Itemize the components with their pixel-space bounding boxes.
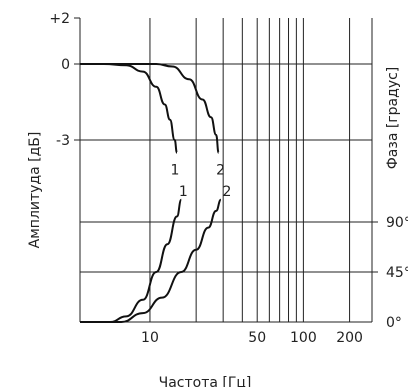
series-line-phase-2 (80, 198, 222, 323)
amp-tick-label: -3 (56, 133, 70, 149)
series-line-phase-1 (80, 198, 183, 323)
curve-label: 1 (171, 163, 180, 179)
x-tick-label: 200 (336, 330, 363, 346)
series-line-amplitude-1 (79, 62, 178, 154)
y-axis-label-amplitude: Амплитуда [дБ] (27, 132, 43, 249)
grid-layer (74, 17, 378, 323)
phase-tick-label: 45° (386, 265, 408, 281)
x-axis-label: Частота [Гц] (159, 375, 252, 387)
phase-tick-label: 0° (386, 315, 402, 331)
x-tick-label: 100 (290, 330, 317, 346)
label-layer: +2 0 -3 90° 45° 0° 10 50 100 200 1 2 1 2 (49, 11, 408, 346)
curve-label: 2 (216, 163, 225, 179)
amp-tick-label: +2 (49, 11, 70, 27)
y-axis-label-phase: Фаза [градус] (385, 67, 401, 170)
x-tick-label: 10 (141, 330, 159, 346)
series-line-amplitude-2 (79, 62, 220, 154)
curve-label: 1 (179, 184, 188, 200)
amp-tick-label: 0 (61, 57, 70, 73)
phase-tick-label: 90° (386, 215, 408, 231)
curve-label: 2 (222, 184, 231, 200)
curve-layer (79, 62, 222, 323)
x-tick-label: 50 (248, 330, 266, 346)
